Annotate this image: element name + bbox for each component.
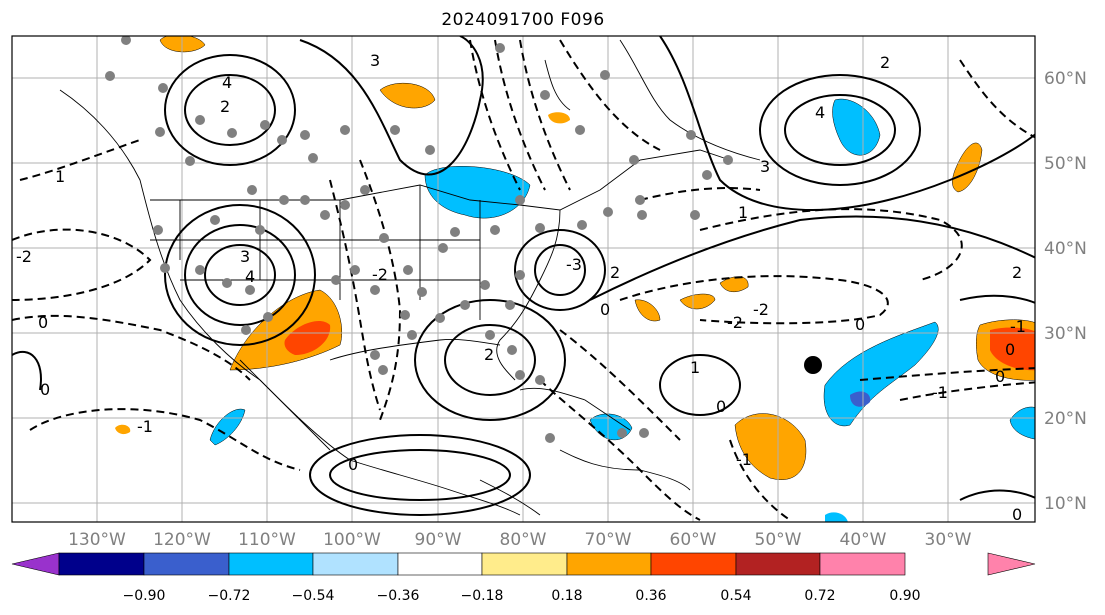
svg-text:−0.54: −0.54 — [292, 588, 335, 604]
svg-text:-1: -1 — [932, 383, 948, 402]
svg-text:-3: -3 — [566, 255, 582, 274]
svg-text:0.90: 0.90 — [889, 588, 920, 604]
svg-text:−0.36: −0.36 — [377, 588, 420, 604]
svg-text:−0.90: −0.90 — [123, 588, 166, 604]
svg-text:0.18: 0.18 — [551, 588, 582, 604]
svg-text:70°W: 70°W — [585, 530, 632, 550]
svg-text:40°N: 40°N — [1044, 239, 1087, 259]
longitude-labels: 130°W 120°W 110°W 100°W 90°W 80°W 70°W 6… — [68, 530, 972, 550]
shaded-regions — [115, 36, 1035, 522]
svg-text:0: 0 — [348, 455, 358, 474]
svg-text:10°N: 10°N — [1044, 494, 1087, 514]
station-dots — [105, 36, 733, 443]
svg-text:1: 1 — [55, 167, 65, 186]
svg-text:30°N: 30°N — [1044, 324, 1087, 344]
svg-text:0: 0 — [600, 300, 610, 319]
svg-text:2: 2 — [610, 263, 620, 282]
svg-text:50°N: 50°N — [1044, 154, 1087, 174]
colorbar-ticks: −0.90 −0.72 −0.54 −0.36 −0.18 0.18 0.36 … — [123, 588, 921, 604]
svg-text:2: 2 — [880, 53, 890, 72]
svg-text:120°W: 120°W — [153, 530, 211, 550]
map-frame — [11, 35, 1036, 523]
svg-text:0: 0 — [995, 367, 1005, 386]
solid-contours — [12, 36, 1035, 516]
svg-text:110°W: 110°W — [238, 530, 296, 550]
storm-marker — [804, 356, 822, 374]
svg-text:2: 2 — [1012, 263, 1022, 282]
svg-text:4: 4 — [222, 73, 232, 92]
svg-text:1: 1 — [738, 203, 748, 222]
svg-text:-2: -2 — [372, 265, 388, 284]
svg-text:2: 2 — [220, 97, 230, 116]
svg-text:40°W: 40°W — [840, 530, 887, 550]
contour-labels: 4 2 3 4 4 2 3 1 1 0 0 2 -2 -2 0 -1 0 0 -… — [16, 51, 1026, 524]
svg-text:100°W: 100°W — [323, 530, 381, 550]
svg-text:3: 3 — [240, 247, 250, 266]
svg-text:130°W: 130°W — [68, 530, 126, 550]
colorbar-under-arrow — [11, 552, 60, 576]
svg-text:0: 0 — [855, 315, 865, 334]
svg-text:0: 0 — [1005, 340, 1015, 359]
svg-text:90°W: 90°W — [415, 530, 462, 550]
svg-text:−0.72: −0.72 — [208, 588, 251, 604]
colorbar — [11, 552, 1036, 576]
svg-text:2: 2 — [484, 345, 494, 364]
svg-text:30°W: 30°W — [925, 530, 972, 550]
svg-text:-1: -1 — [1010, 317, 1026, 336]
svg-text:0: 0 — [716, 397, 726, 416]
svg-text:20°N: 20°N — [1044, 409, 1087, 429]
svg-text:3: 3 — [370, 51, 380, 70]
svg-text:60°W: 60°W — [670, 530, 717, 550]
svg-text:−0.18: −0.18 — [461, 588, 504, 604]
svg-text:4: 4 — [245, 267, 255, 286]
dashed-contours — [12, 39, 1035, 521]
svg-text:80°W: 80°W — [500, 530, 547, 550]
svg-text:0: 0 — [38, 313, 48, 332]
svg-text:0.72: 0.72 — [804, 588, 835, 604]
svg-text:3: 3 — [760, 157, 770, 176]
svg-text:-1: -1 — [137, 417, 153, 436]
latitude-labels: 60°N 50°N 40°N 30°N 20°N 10°N — [1044, 69, 1087, 514]
svg-text:0.36: 0.36 — [635, 588, 666, 604]
colorbar-over-arrow — [987, 552, 1036, 576]
svg-text:0: 0 — [40, 380, 50, 399]
svg-text:0: 0 — [1012, 505, 1022, 524]
svg-text:4: 4 — [815, 103, 825, 122]
svg-text:1: 1 — [690, 358, 700, 377]
svg-text:-2: -2 — [753, 300, 769, 319]
svg-text:60°N: 60°N — [1044, 69, 1087, 89]
svg-text:0.54: 0.54 — [720, 588, 751, 604]
svg-text:-2: -2 — [16, 247, 32, 266]
svg-text:-2: -2 — [727, 313, 743, 332]
svg-text:-1: -1 — [736, 450, 752, 469]
svg-text:50°W: 50°W — [755, 530, 802, 550]
map-title: 2024091700 F096 — [441, 10, 605, 30]
